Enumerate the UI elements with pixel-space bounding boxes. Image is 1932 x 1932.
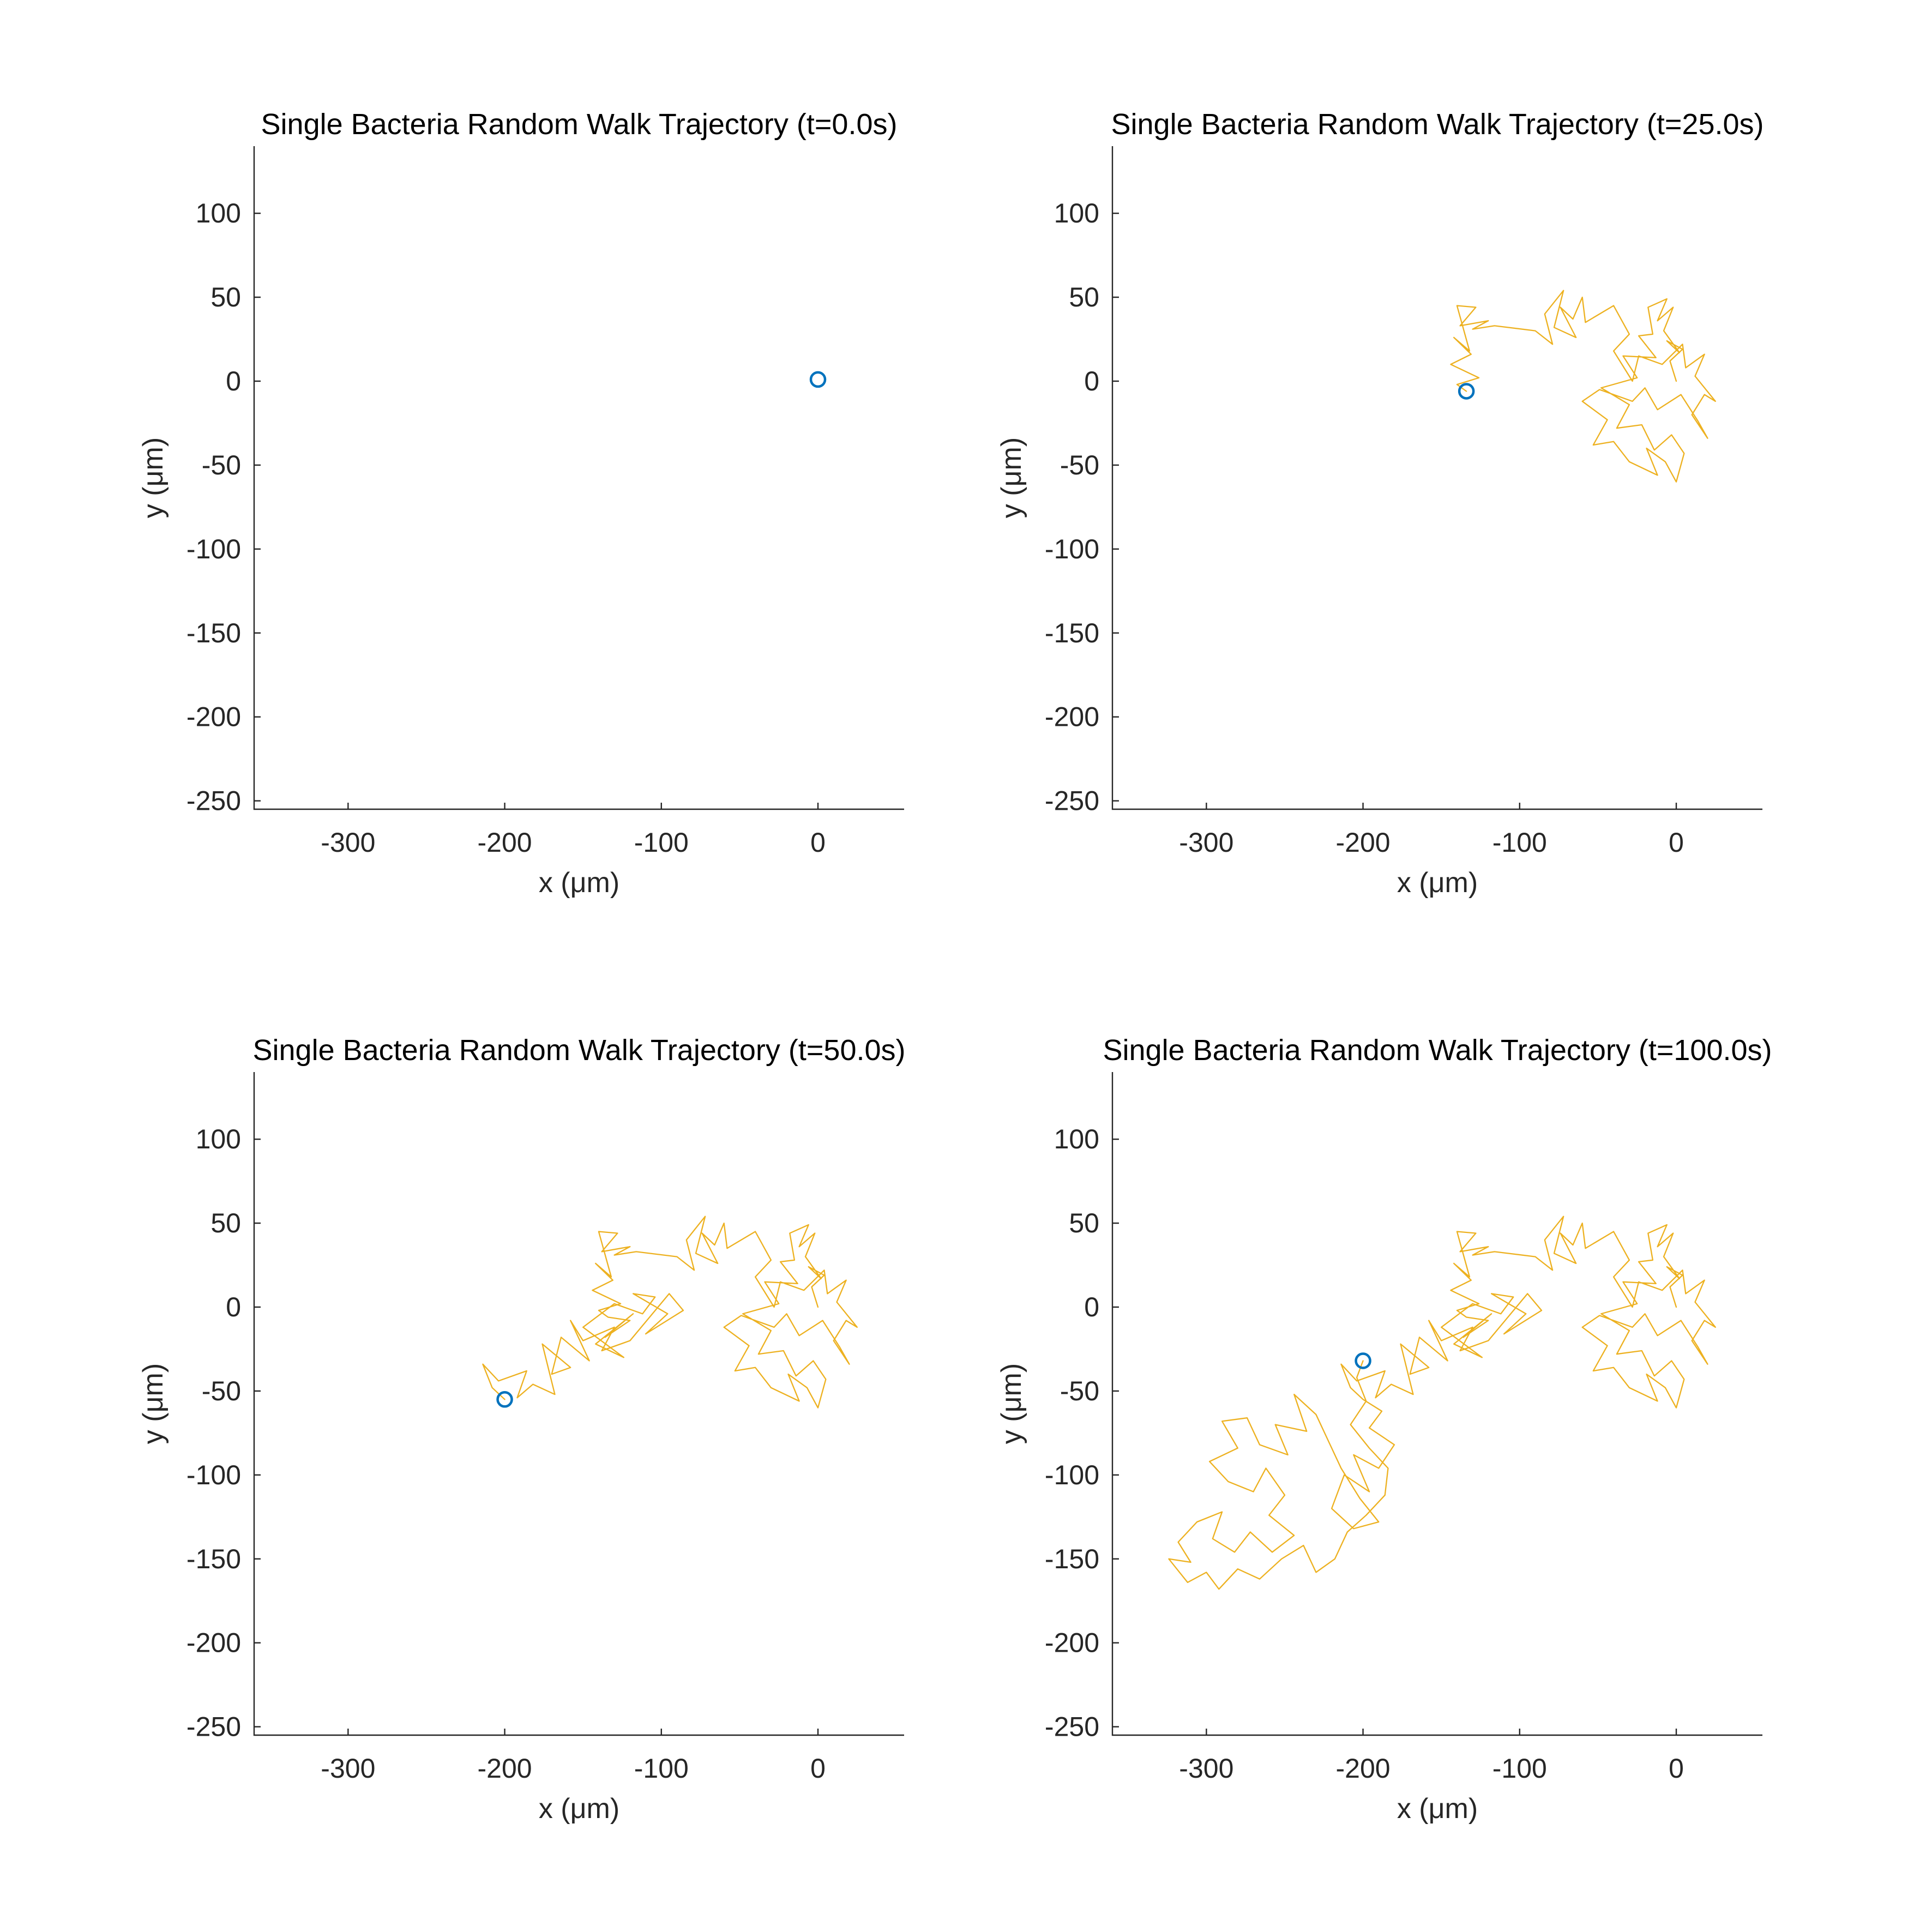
y-tick-label: -50 bbox=[202, 1376, 241, 1406]
x-tick-label: -300 bbox=[321, 827, 375, 858]
chart-title: Single Bacteria Random Walk Trajectory (… bbox=[1111, 108, 1764, 141]
x-tick-label: 0 bbox=[810, 827, 826, 858]
current-position-marker bbox=[1458, 383, 1475, 400]
chart-title: Single Bacteria Random Walk Trajectory (… bbox=[253, 1034, 906, 1067]
x-tick-label: -200 bbox=[1336, 1753, 1391, 1784]
x-tick-label: -100 bbox=[1492, 1753, 1547, 1784]
axes-box bbox=[1111, 1072, 1762, 1736]
x-axis-label: x (μm) bbox=[539, 867, 619, 899]
y-axis-label: y (μm) bbox=[996, 1363, 1027, 1444]
y-axis-label: y (μm) bbox=[137, 437, 169, 518]
chart-title: Single Bacteria Random Walk Trajectory (… bbox=[261, 108, 898, 141]
y-tick-label: -50 bbox=[202, 450, 241, 480]
current-position-marker bbox=[1355, 1352, 1371, 1369]
y-tick-label: -250 bbox=[1045, 1712, 1099, 1742]
y-tick-label: -150 bbox=[1045, 618, 1099, 648]
y-tick-label: 100 bbox=[196, 198, 241, 228]
y-tick-label: -150 bbox=[186, 1544, 241, 1574]
trajectory-line bbox=[1450, 290, 1716, 483]
y-tick-label: -100 bbox=[1045, 1460, 1099, 1490]
current-position-marker bbox=[809, 371, 827, 388]
y-tick-label: -200 bbox=[1045, 702, 1099, 732]
y-tick-label: -200 bbox=[1045, 1628, 1099, 1658]
y-tick-label: 100 bbox=[1054, 198, 1099, 228]
axes-box bbox=[253, 1072, 904, 1736]
x-axis-label: x (μm) bbox=[1397, 867, 1478, 899]
subplot-2: -300 -200 -100 0 100 50 0 -50 -100 -150 -200 -250 Si… bbox=[996, 108, 1764, 899]
x-tick-label: 0 bbox=[810, 1753, 826, 1784]
x-tick-label: -200 bbox=[478, 1753, 532, 1784]
x-axis-label: x (μm) bbox=[1397, 1793, 1478, 1825]
y-tick-label: -250 bbox=[186, 1712, 241, 1742]
x-axis-label: x (μm) bbox=[539, 1793, 619, 1825]
trajectory-line bbox=[482, 1215, 858, 1409]
y-tick-label: -100 bbox=[186, 534, 241, 564]
y-tick-label: 50 bbox=[1069, 1208, 1099, 1238]
axes-box bbox=[1111, 146, 1762, 810]
y-tick-label: 100 bbox=[196, 1124, 241, 1154]
x-tick-label: -100 bbox=[634, 1753, 689, 1784]
y-axis-label: y (μm) bbox=[137, 1363, 169, 1444]
y-tick-label: -100 bbox=[1045, 534, 1099, 564]
y-tick-label: 50 bbox=[210, 1208, 241, 1238]
axes-box bbox=[253, 146, 904, 810]
chart-title: Single Bacteria Random Walk Trajectory (… bbox=[1103, 1034, 1772, 1067]
y-tick-label: 0 bbox=[226, 1292, 241, 1322]
trajectory-line bbox=[1168, 1215, 1716, 1590]
x-tick-label: -100 bbox=[1492, 827, 1547, 858]
y-tick-label: -200 bbox=[186, 1628, 241, 1658]
subplot-1: -300 -200 -100 0 100 50 0 -50 -100 -150 -200 -250 Si… bbox=[137, 108, 904, 899]
y-tick-label: 50 bbox=[1069, 282, 1099, 312]
y-tick-label: -250 bbox=[1045, 786, 1099, 816]
y-tick-label: 0 bbox=[226, 366, 241, 396]
subplot-4: -300 -200 -100 0 100 50 0 -50 -100 -150 -200 -250 Si… bbox=[996, 1034, 1772, 1825]
y-tick-label: -50 bbox=[1060, 1376, 1099, 1406]
x-tick-label: -300 bbox=[321, 1753, 375, 1784]
y-tick-label: 0 bbox=[1084, 366, 1099, 396]
y-tick-label: 100 bbox=[1054, 1124, 1099, 1154]
y-tick-label: -250 bbox=[186, 786, 241, 816]
x-tick-label: -300 bbox=[1179, 827, 1233, 858]
y-tick-label: 0 bbox=[1084, 1292, 1099, 1322]
y-tick-label: -200 bbox=[186, 702, 241, 732]
x-tick-label: -200 bbox=[478, 827, 532, 858]
x-tick-label: -100 bbox=[634, 827, 689, 858]
x-tick-label: 0 bbox=[1669, 827, 1684, 858]
x-tick-label: 0 bbox=[1669, 1753, 1684, 1784]
x-tick-label: -200 bbox=[1336, 827, 1391, 858]
y-tick-label: -50 bbox=[1060, 450, 1099, 480]
y-axis-label: y (μm) bbox=[996, 437, 1027, 518]
subplot-3: -300 -200 -100 0 100 50 0 -50 -100 -150 -200 -250 Si… bbox=[137, 1034, 906, 1825]
current-position-marker bbox=[496, 1391, 513, 1408]
x-tick-label: -300 bbox=[1179, 1753, 1233, 1784]
y-tick-label: -100 bbox=[186, 1460, 241, 1490]
y-tick-label: -150 bbox=[1045, 1544, 1099, 1574]
y-tick-label: 50 bbox=[210, 282, 241, 312]
y-tick-label: -150 bbox=[186, 618, 241, 648]
